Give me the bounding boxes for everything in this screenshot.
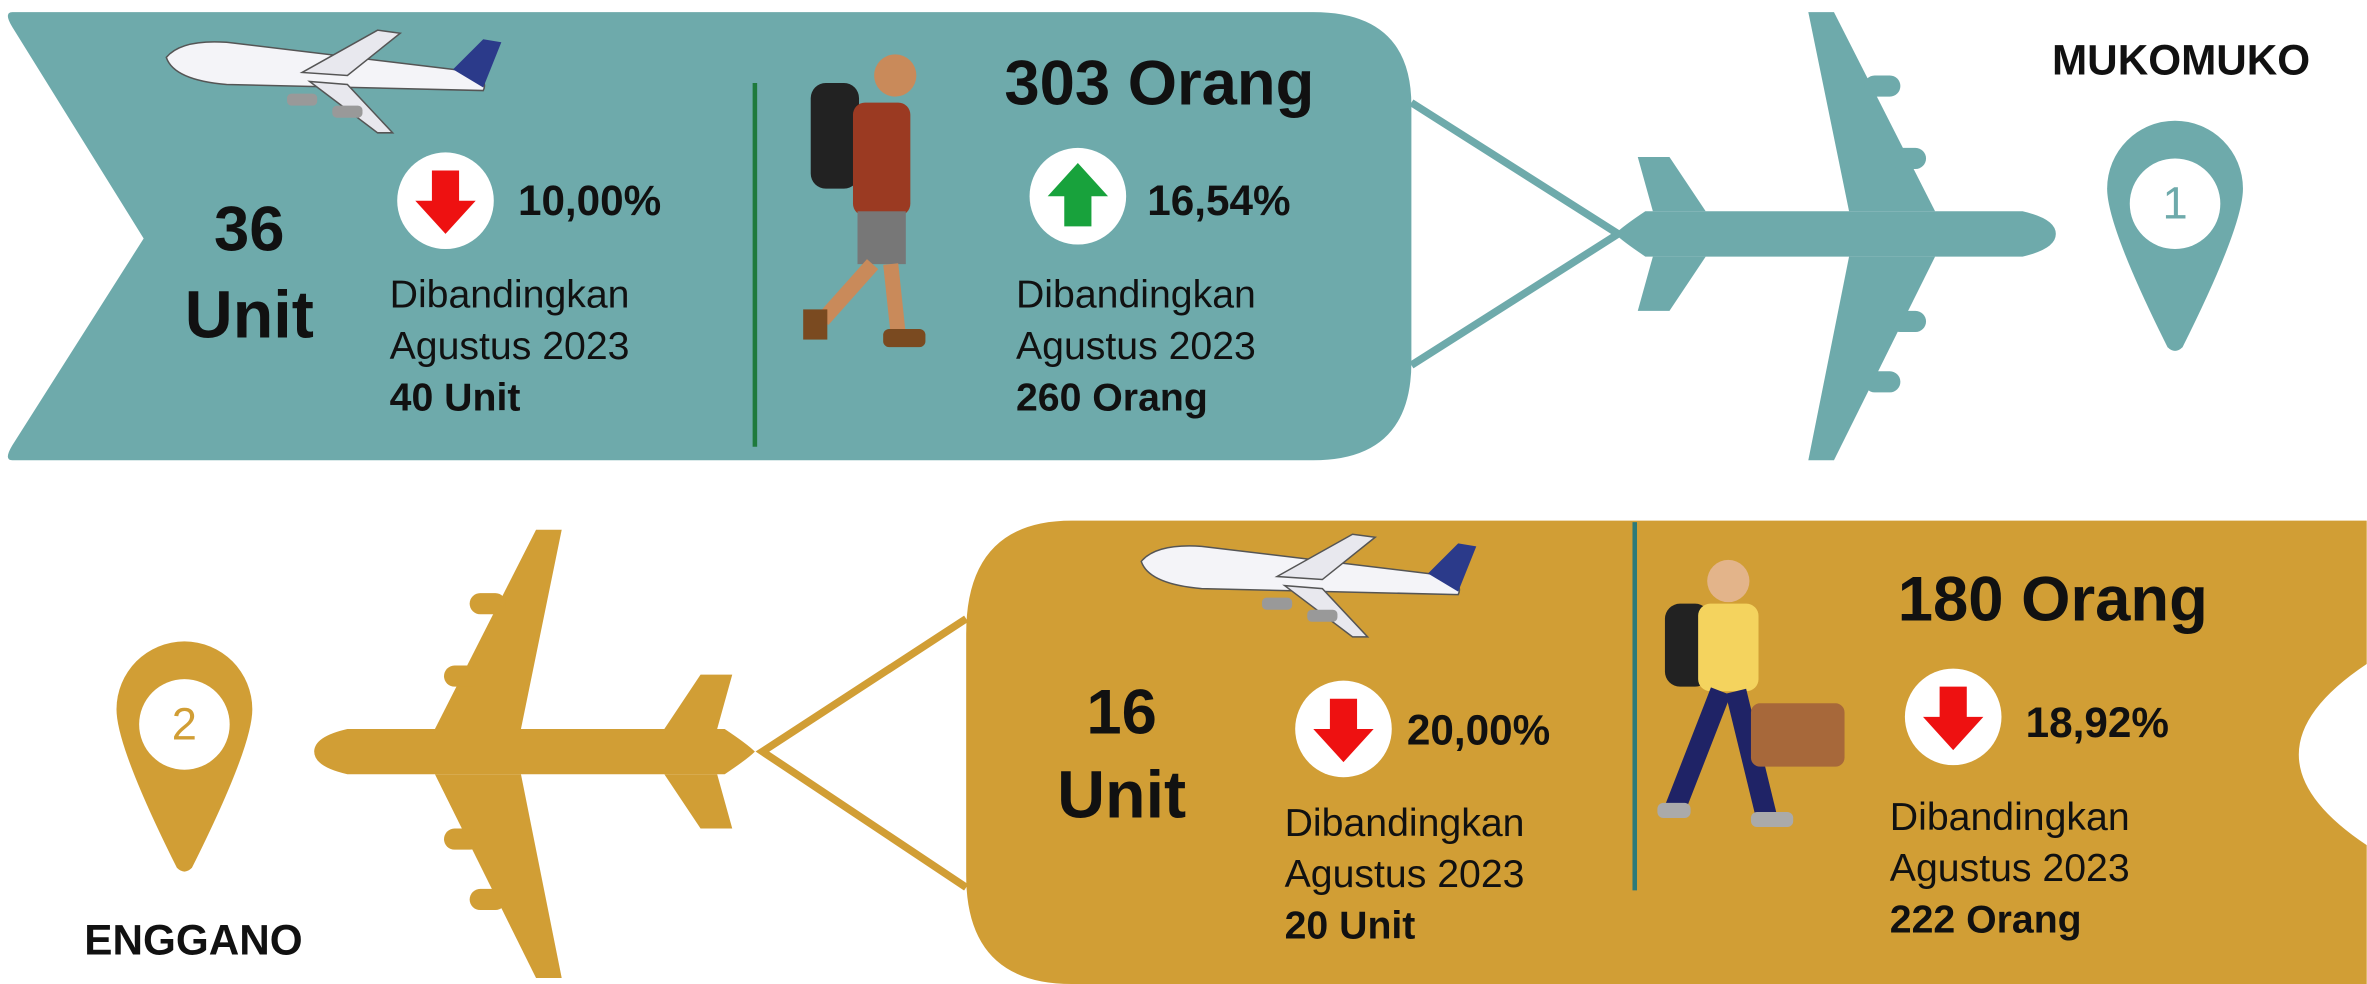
aircraft-unit: Unit — [1057, 758, 1186, 832]
infographic: 36 Unit 10,00% Dibandingkan Agustus 2023… — [0, 0, 2367, 984]
page: 36 Unit 10,00% Dibandingkan Agustus 2023… — [0, 0, 2367, 984]
location-number: 2 — [172, 698, 197, 749]
comparison-label: Dibandingkan — [1016, 273, 1256, 317]
comparison-label: Dibandingkan — [1285, 801, 1525, 845]
aircraft-count: 16 — [1086, 678, 1157, 748]
aircraft-unit: Unit — [185, 278, 314, 352]
comparison-period: Agustus 2023 — [1285, 852, 1525, 896]
previous-value: 40 Unit — [390, 375, 521, 419]
plane-silhouette — [1615, 12, 2056, 460]
location-name: MUKOMUKO — [2052, 37, 2310, 84]
trend-icon — [1905, 669, 2002, 766]
previous-value: 20 Unit — [1285, 904, 1416, 948]
previous-value: 222 Orang — [1890, 897, 2082, 941]
previous-value: 260 Orang — [1016, 375, 1208, 419]
comparison-label: Dibandingkan — [1890, 795, 2130, 839]
connector — [1411, 103, 1618, 366]
comparison-label: Dibandingkan — [390, 273, 630, 317]
location-number: 1 — [2162, 178, 2187, 229]
comparison-period: Agustus 2023 — [390, 324, 630, 368]
passenger-change: 16,54% — [1147, 177, 1290, 224]
connector — [762, 619, 966, 888]
trend-icon — [1030, 148, 1127, 245]
passenger-total: 303 Orang — [1004, 48, 1314, 118]
comparison-period: Agustus 2023 — [1890, 846, 2130, 890]
aircraft-change: 10,00% — [518, 177, 661, 224]
section-enggano: 16 Unit 20,00% Dibandingkan Agustus 2023… — [84, 521, 2366, 984]
passenger-total: 180 Orang — [1898, 564, 2208, 634]
section-mukomuko: 36 Unit 10,00% Dibandingkan Agustus 2023… — [8, 12, 2310, 460]
trend-icon — [1295, 681, 1392, 778]
aircraft-count: 36 — [214, 195, 284, 265]
trend-icon — [397, 152, 494, 249]
location-name: ENGGANO — [84, 916, 302, 963]
passenger-change: 18,92% — [2026, 699, 2169, 746]
plane-silhouette — [314, 530, 755, 978]
aircraft-change: 20,00% — [1407, 707, 1550, 754]
comparison-period: Agustus 2023 — [1016, 324, 1256, 368]
